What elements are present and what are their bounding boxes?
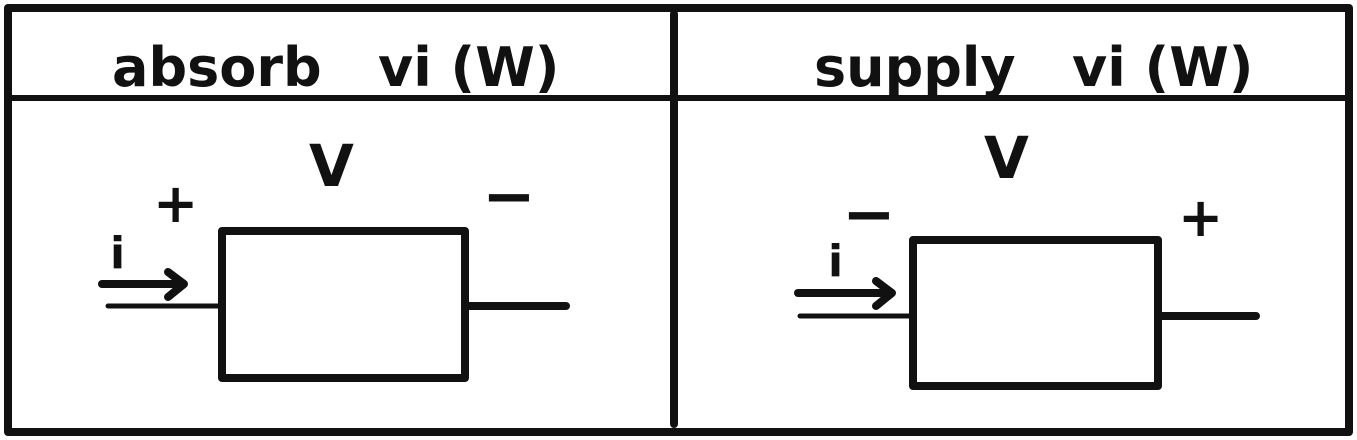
circuit-element-box — [909, 236, 1162, 390]
current-arrow-head — [164, 268, 188, 301]
current-label: i — [828, 236, 843, 287]
voltage-label: V — [984, 124, 1029, 192]
current-arrow-head — [872, 277, 896, 310]
plus-sign: + — [1178, 186, 1223, 249]
plus-sign: + — [153, 172, 198, 235]
circuit-element-box — [218, 227, 469, 382]
absorb-header: absorb vi (W) — [112, 36, 559, 99]
supply-header: supply vi (W) — [814, 36, 1253, 99]
table-frame — [4, 4, 1353, 436]
absorb-panel: absorb vi (W) V + − i — [98, 36, 570, 382]
supply-panel: supply vi (W) V − + i — [794, 36, 1260, 390]
current-label: i — [110, 228, 125, 279]
minus-sign: − — [482, 160, 536, 234]
voltage-label: V — [309, 132, 354, 200]
minus-sign: − — [842, 178, 896, 252]
